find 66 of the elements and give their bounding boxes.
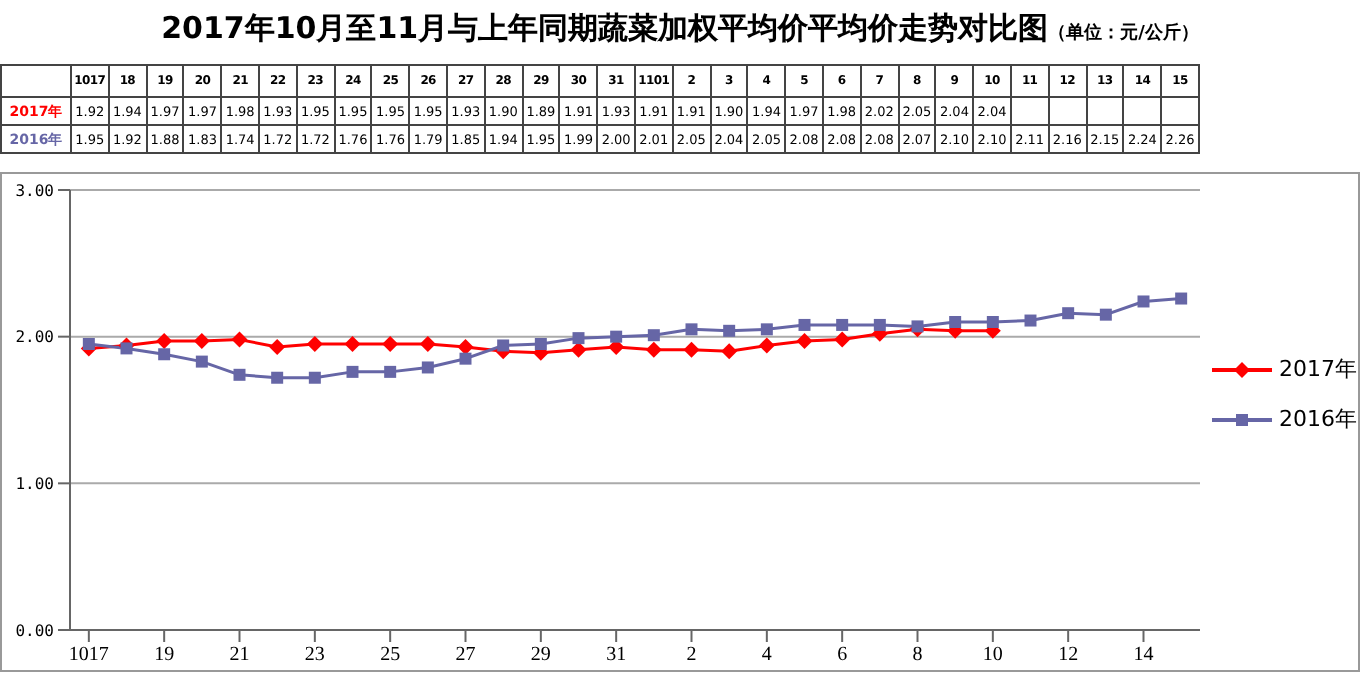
category-label: 25 xyxy=(380,644,401,667)
category-label: 6 xyxy=(837,644,848,667)
point xyxy=(384,365,397,378)
point xyxy=(949,316,962,328)
category-label: 8 xyxy=(912,644,923,667)
point xyxy=(1062,307,1075,320)
category-label: 19 xyxy=(154,644,175,667)
chart-subtitle: （单位：元/公斤） xyxy=(1048,24,1199,44)
y-tick-label: 1.00 xyxy=(15,475,55,494)
point xyxy=(457,338,474,355)
point xyxy=(685,323,698,336)
point xyxy=(382,336,399,352)
category-label: 14 xyxy=(1133,644,1154,667)
point xyxy=(723,324,736,337)
point xyxy=(610,330,623,343)
point xyxy=(233,368,246,381)
category-label: 12 xyxy=(1058,644,1079,667)
point xyxy=(572,332,585,345)
point xyxy=(497,339,510,352)
category-label: 29 xyxy=(530,644,551,667)
point xyxy=(873,318,886,331)
point xyxy=(306,336,323,352)
category-label: 31 xyxy=(606,644,627,667)
point xyxy=(836,318,849,331)
point xyxy=(645,341,662,358)
point xyxy=(120,342,133,355)
point xyxy=(271,371,284,384)
point xyxy=(421,361,434,374)
point xyxy=(1099,308,1112,321)
point xyxy=(1024,314,1037,327)
category-label: 27 xyxy=(455,644,476,667)
point xyxy=(344,336,361,352)
point xyxy=(1137,295,1150,308)
point xyxy=(419,336,436,352)
point xyxy=(156,333,173,350)
point xyxy=(683,341,700,358)
point xyxy=(459,352,472,365)
point xyxy=(647,329,660,342)
y-tick-label: 2.00 xyxy=(15,328,55,347)
point xyxy=(798,318,811,331)
point xyxy=(231,331,248,348)
y-tick-label: 3.00 xyxy=(15,181,55,200)
point xyxy=(796,333,813,350)
point xyxy=(911,320,924,333)
category-label: 21 xyxy=(229,644,250,667)
point xyxy=(82,338,95,350)
legend-label: 2016年 xyxy=(1279,406,1357,432)
point xyxy=(834,331,851,348)
point xyxy=(986,316,999,328)
point xyxy=(308,371,321,384)
legend-label: 2017年 xyxy=(1279,356,1357,382)
category-label: 1017 xyxy=(68,644,109,667)
point xyxy=(758,337,775,354)
y-tick-label: 0.00 xyxy=(15,621,55,640)
point xyxy=(760,323,773,336)
chart-title: 2017年10月至11月与上年同期蔬菜加权平均价平均价走势对比图 xyxy=(161,10,1049,46)
point xyxy=(721,343,738,360)
category-label: 10 xyxy=(982,644,1003,667)
point xyxy=(346,365,359,378)
point xyxy=(193,333,210,350)
point xyxy=(269,338,286,355)
point xyxy=(1175,292,1188,305)
category-label: 23 xyxy=(304,644,325,667)
point xyxy=(195,355,208,368)
point xyxy=(158,348,171,361)
point xyxy=(534,338,547,350)
